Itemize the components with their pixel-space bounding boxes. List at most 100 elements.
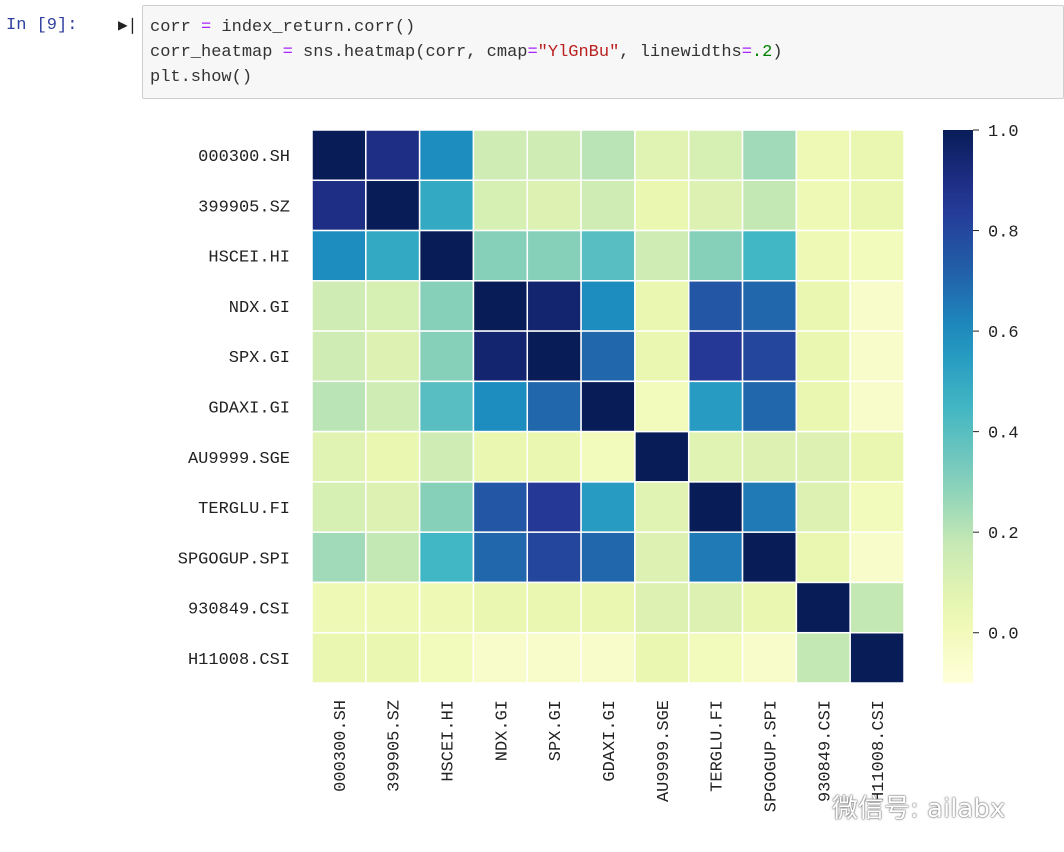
- heatmap-cell: [849, 631, 905, 684]
- heatmap-cell: [634, 229, 690, 282]
- y-tick-label: TERGLU.FI: [198, 500, 290, 519]
- heatmap-cell: [849, 129, 905, 182]
- heatmap-cell: [687, 229, 744, 282]
- heatmap-cell: [634, 481, 690, 533]
- heatmap-cell: [365, 280, 421, 332]
- cell-prompt: In [9]:: [6, 16, 78, 35]
- heatmap-cell: [526, 481, 582, 533]
- heatmap-cell: [741, 631, 798, 684]
- heatmap-cell: [634, 330, 690, 383]
- code-token: sns.heatmap(corr, cmap: [292, 43, 528, 62]
- heatmap-cell: [418, 129, 475, 182]
- heatmap-cell: [795, 129, 851, 182]
- code-token: index_return.corr(): [211, 18, 416, 37]
- heatmap-cell: [580, 481, 636, 533]
- heatmap-cell: [311, 229, 367, 282]
- heatmap-cell: [472, 129, 529, 182]
- heatmap-cell: [526, 179, 582, 232]
- code-number: .2: [751, 43, 773, 62]
- heatmap-cell: [365, 430, 421, 483]
- heatmap-cell: [580, 280, 636, 332]
- watermark: 微信号: ailabx: [832, 794, 1006, 824]
- heatmap-cell: [795, 631, 851, 684]
- y-tick-label: H11008.CSI: [188, 651, 290, 670]
- heatmap-cell: [526, 129, 582, 182]
- heatmap-cell: [741, 481, 798, 533]
- heatmap-cell: [418, 330, 475, 383]
- heatmap-cell: [687, 531, 744, 584]
- heatmap-cell: [311, 531, 367, 584]
- code-operator: =: [201, 18, 212, 37]
- heatmap-cell: [849, 481, 905, 533]
- heatmap-cell: [634, 531, 690, 584]
- x-tick-label: NDX.GI: [493, 700, 512, 761]
- heatmap-cell: [849, 330, 905, 383]
- heatmap-cell: [849, 229, 905, 282]
- y-tick-label: HSCEI.HI: [208, 249, 290, 268]
- heatmap-cell: [795, 430, 851, 483]
- code-cell[interactable]: corr = index_return.corr() corr_heatmap …: [142, 5, 1064, 99]
- heatmap-cell: [526, 430, 582, 483]
- code-text[interactable]: corr = index_return.corr() corr_heatmap …: [150, 15, 783, 90]
- heatmap-cell: [472, 229, 529, 282]
- colorbar-tick-label: 0.8: [988, 224, 1019, 243]
- y-tick-label: SPX.GI: [229, 349, 290, 368]
- code-operator: =: [282, 43, 293, 62]
- heatmap-cell: [687, 430, 744, 483]
- heatmap-cell: [687, 330, 744, 383]
- heatmap-cell: [526, 631, 582, 684]
- heatmap-cell: [634, 430, 690, 483]
- heatmap-cell: [634, 129, 690, 182]
- colorbar-tick-label: 0.4: [988, 425, 1019, 444]
- heatmap-cell: [795, 380, 851, 433]
- heatmap-cell: [526, 531, 582, 584]
- heatmap-cell: [741, 179, 798, 232]
- x-tick-label: 399905.SZ: [386, 700, 405, 792]
- heatmap-cell: [311, 330, 367, 383]
- heatmap-cell: [687, 280, 744, 332]
- heatmap-cell: [526, 380, 582, 433]
- x-tick-label: SPX.GI: [547, 700, 566, 761]
- heatmap-cell: [472, 631, 529, 684]
- heatmap-cell: [472, 179, 529, 232]
- code-token: ): [772, 43, 783, 62]
- heatmap-cell: [849, 430, 905, 483]
- heatmap-cell: [365, 330, 421, 383]
- heatmap-cell: [311, 631, 367, 684]
- heatmap-cell: [365, 581, 421, 634]
- heatmap-cell: [741, 581, 798, 634]
- heatmap-cell: [365, 179, 421, 232]
- y-tick-label: NDX.GI: [229, 299, 290, 318]
- code-token: corr_heatmap: [150, 43, 283, 62]
- heatmap-cell: [311, 481, 367, 533]
- heatmap-cell: [472, 581, 529, 634]
- heatmap-cell: [580, 581, 636, 634]
- heatmap-cell: [526, 581, 582, 634]
- heatmap-cell: [580, 531, 636, 584]
- heatmap-cell: [311, 430, 367, 483]
- heatmap-cell: [849, 179, 905, 232]
- heatmap-cell: [472, 280, 529, 332]
- heatmap-cell: [311, 129, 367, 182]
- x-tick-label: TERGLU.FI: [709, 700, 728, 792]
- heatmap-cell: [365, 531, 421, 584]
- heatmap-cell: [849, 531, 905, 584]
- x-tick-label: SPGOGUP.SPI: [762, 700, 781, 812]
- code-operator: =: [527, 43, 538, 62]
- heatmap-cell: [365, 129, 421, 182]
- heatmap-cell: [849, 581, 905, 634]
- heatmap-cell: [687, 581, 744, 634]
- heatmap-cell: [795, 229, 851, 282]
- heatmap-cell: [795, 179, 851, 232]
- heatmap-cell: [741, 430, 798, 483]
- heatmap-cell: [580, 631, 636, 684]
- run-cell-icon[interactable]: ▶∣: [118, 17, 138, 35]
- heatmap-cell: [526, 229, 582, 282]
- heatmap-cell: [418, 229, 475, 282]
- heatmap-cell: [472, 481, 529, 533]
- heatmap-cell: [741, 330, 798, 383]
- heatmap-cell: [687, 631, 744, 684]
- y-tick-label: SPGOGUP.SPI: [178, 550, 290, 569]
- heatmap-cell: [795, 481, 851, 533]
- heatmap-cell: [634, 280, 690, 332]
